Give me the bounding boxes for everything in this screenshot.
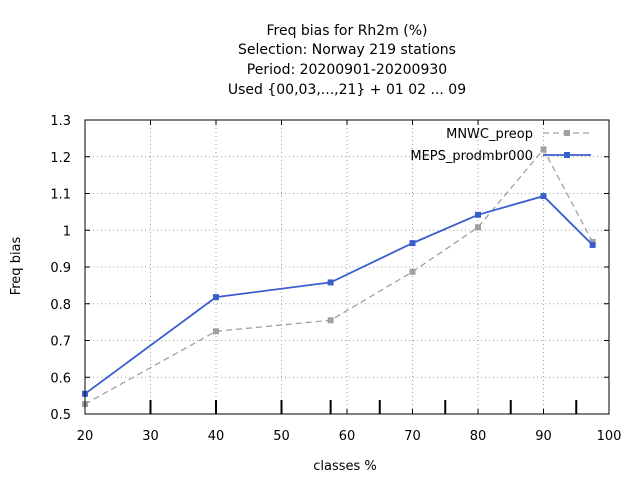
x-tick-label: 50 [273, 429, 290, 444]
x-tick-label: 40 [208, 429, 225, 444]
x-tick-label: 80 [470, 429, 487, 444]
data-point [409, 240, 416, 247]
y-tick-label: 1 [63, 224, 71, 239]
data-point [540, 146, 547, 153]
data-point [327, 317, 334, 324]
series-layer [82, 146, 596, 408]
title-line-3: Period: 20200901-20200930 [247, 62, 447, 78]
y-axis-label: Freq bias [9, 236, 24, 295]
y-tick-label: 0.6 [50, 371, 71, 386]
x-tick-label: 30 [142, 429, 159, 444]
plot-frame [84, 119, 610, 415]
data-point [409, 268, 416, 275]
title-line-2: Selection: Norway 219 stations [238, 42, 456, 58]
y-tick-label: 1.3 [50, 114, 71, 129]
y-tick-label: 1.1 [50, 188, 71, 203]
x-tick-label: 100 [597, 429, 622, 444]
title-line-1: Freq bias for Rh2m (%) [266, 23, 427, 39]
data-point [589, 241, 596, 248]
y-tick-label: 1.2 [50, 151, 71, 166]
x-axis-label: classes % [313, 459, 377, 474]
x-tick-label: 20 [77, 429, 94, 444]
legend: MNWC_preop MEPS_prodmbr000 [410, 127, 591, 164]
x-tick-label: 90 [535, 429, 552, 444]
chart-title: Freq bias for Rh2m (%) Selection: Norway… [228, 23, 466, 98]
series-line-MNWC_preop [84, 148, 594, 405]
data-point [327, 279, 334, 286]
x-tick-label: 70 [404, 429, 421, 444]
data-point [475, 211, 481, 218]
data-point [540, 193, 547, 200]
legend-label: MEPS_prodmbr000 [410, 149, 533, 164]
legend-label: MNWC_preop [446, 127, 533, 142]
data-point [213, 328, 219, 335]
series-line-MEPS_prodmbr000 [84, 195, 594, 395]
x-tick-label: 60 [339, 429, 356, 444]
x-axis-ticks: 20 30 40 50 60 70 80 90 100 [77, 120, 622, 444]
y-tick-label: 0.5 [50, 408, 71, 423]
legend-marker [564, 152, 570, 158]
data-point [475, 224, 481, 231]
legend-marker [564, 130, 570, 136]
data-point [213, 294, 219, 301]
y-tick-label: 0.9 [50, 261, 71, 276]
y-axis-ticks: 0.5 0.6 0.7 0.8 0.9 1 1.1 1.2 1.3 [50, 114, 609, 423]
y-tick-label: 0.7 [50, 335, 71, 350]
title-line-4: Used {00,03,...,21} + 01 02 ... 09 [228, 82, 466, 98]
class-marks [149, 400, 578, 414]
y-tick-label: 0.8 [50, 298, 71, 313]
grid-lines [85, 120, 609, 414]
